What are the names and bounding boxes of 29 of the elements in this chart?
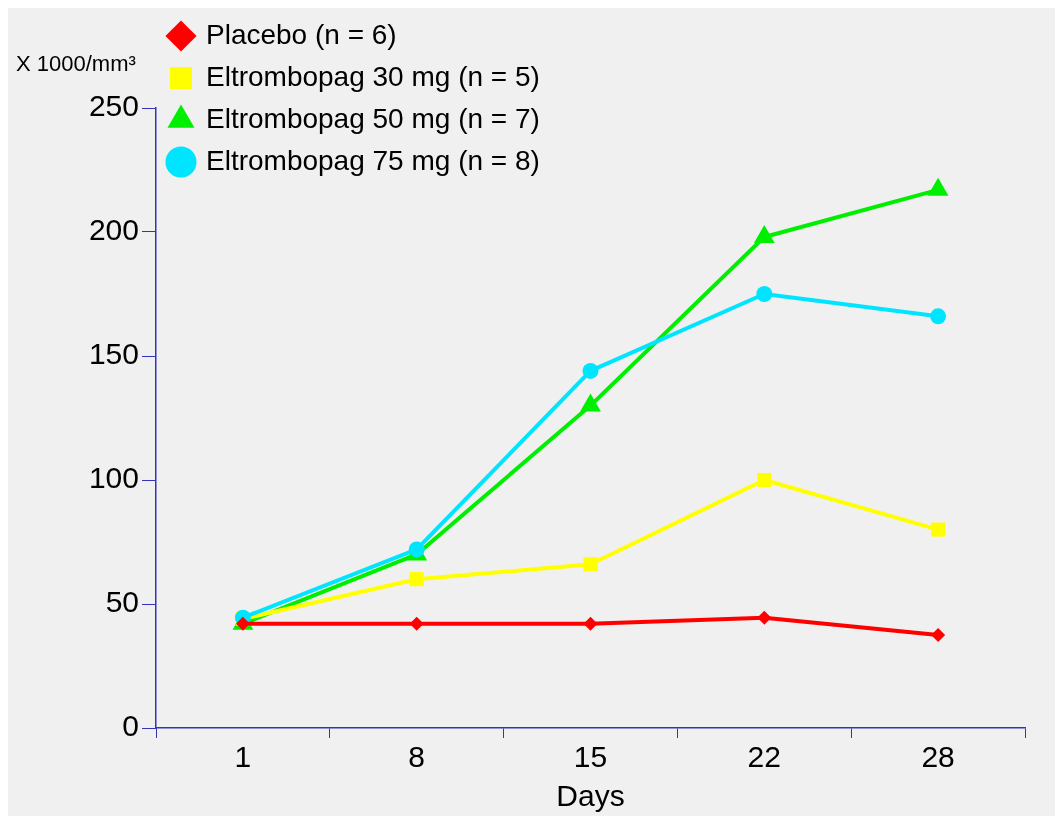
y-tick-label: 200: [88, 213, 139, 247]
y-axis-title: X 1000/mm³: [16, 51, 136, 77]
point: [235, 616, 250, 631]
x-axis-title: Days: [556, 779, 625, 813]
point: [756, 286, 773, 302]
x-tick-label: 1: [234, 740, 252, 774]
point: [757, 610, 772, 625]
y-tick-label: 250: [88, 89, 139, 123]
y-tick-label: 50: [105, 585, 139, 619]
legend-label: Eltrombopag 50 mg (n = 7): [206, 102, 540, 134]
y-tick-label: 0: [122, 709, 139, 743]
point: [757, 472, 772, 488]
legend-label: Eltrombopag 30 mg (n = 5): [206, 60, 540, 92]
point: [583, 616, 598, 631]
legend-label: Eltrombopag 75 mg (n = 8): [206, 144, 540, 176]
x-tick-label: 8: [408, 740, 426, 774]
x-tick-label: 28: [921, 740, 955, 774]
y-tick-label: 100: [88, 461, 139, 495]
point: [931, 522, 946, 537]
point: [409, 572, 424, 587]
legend-label: Placebo (n = 6): [206, 18, 397, 50]
point: [583, 557, 598, 572]
point: [582, 362, 599, 379]
point: [930, 308, 947, 325]
y-tick-label: 150: [88, 337, 139, 371]
point: [409, 616, 424, 631]
x-tick-label: 15: [573, 740, 608, 774]
point: [931, 628, 946, 642]
x-tick-label: 22: [747, 740, 781, 774]
